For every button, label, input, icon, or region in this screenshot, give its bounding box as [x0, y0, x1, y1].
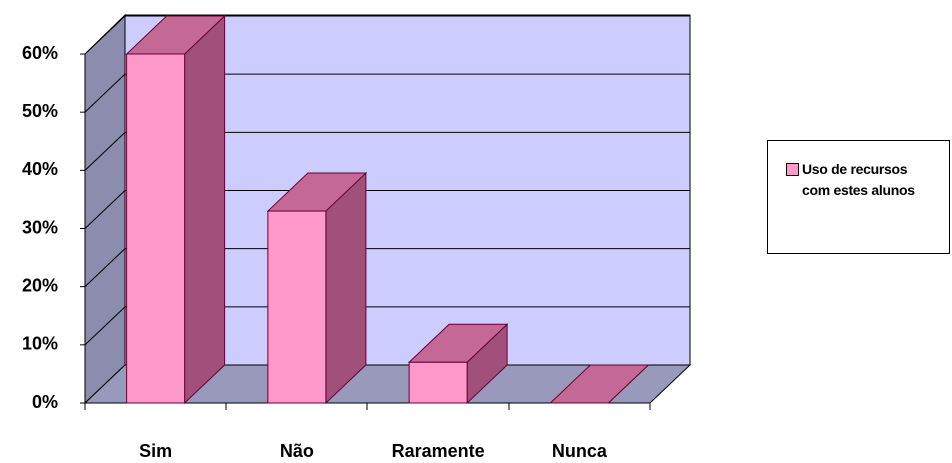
legend-swatch [786, 163, 799, 176]
bar [267, 210, 327, 404]
grid-line [84, 306, 126, 346]
grid-line [84, 190, 126, 229]
grid-line [84, 248, 126, 288]
x-tick-label: Nunca [552, 441, 608, 461]
x-tick-label: Não [280, 441, 314, 461]
y-tick-label: 60% [22, 43, 58, 63]
y-tick-label: 10% [22, 334, 58, 354]
bar-side [184, 14, 226, 405]
y-tick-label: 50% [22, 101, 58, 121]
legend: Uso de recursos com estes alunos [767, 140, 950, 254]
bar-top [549, 364, 650, 404]
y-tick-label: 0% [32, 392, 58, 412]
bar [126, 53, 186, 404]
bar-side [325, 171, 367, 405]
y-tick-label: 30% [22, 217, 58, 237]
grid-line [84, 73, 126, 113]
bar [408, 361, 468, 404]
legend-label: Uso de recursos com estes alunos [802, 161, 915, 198]
x-tick-label: Sim [139, 441, 172, 461]
y-tick-label: 40% [22, 159, 58, 179]
x-tick-label: Raramente [392, 441, 485, 461]
grid-line [84, 15, 126, 55]
grid-line [84, 131, 126, 171]
y-tick-label: 20% [22, 275, 58, 295]
